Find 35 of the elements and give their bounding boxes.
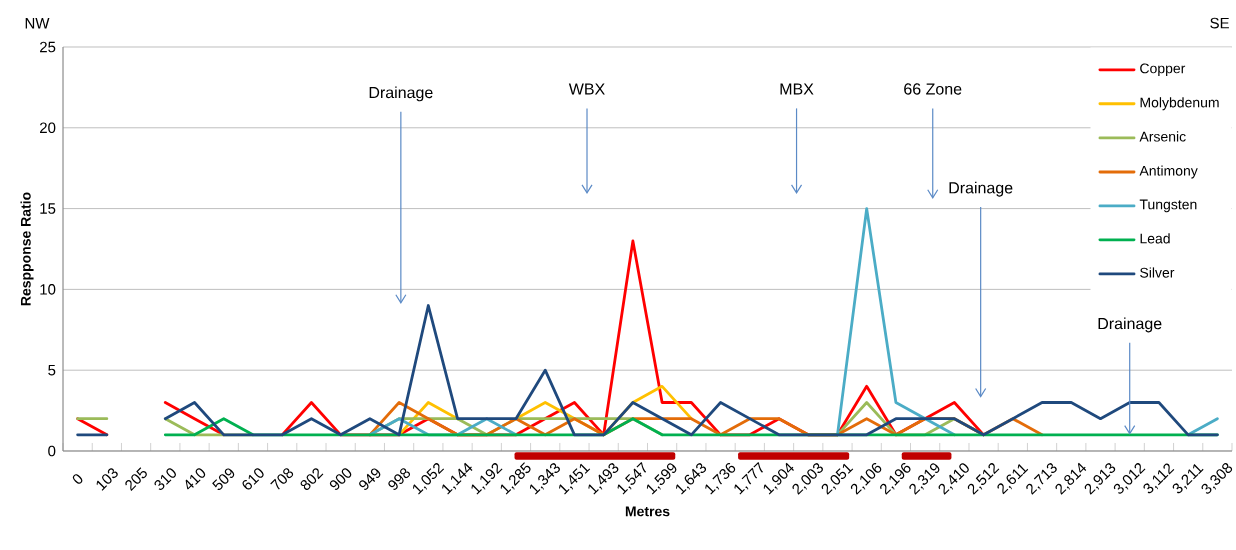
x-tick-label: 310 [154, 468, 176, 490]
legend-label: Antimony [1139, 165, 1198, 179]
x-tick-label: 802 [300, 468, 324, 490]
annotation: Drainage [1098, 317, 1162, 333]
y-axis-title: Respponse Ratio [20, 192, 34, 306]
x-tick-label: 949 [359, 468, 381, 490]
legend-label: Copper [1140, 63, 1186, 77]
annotation: MBX [780, 83, 814, 95]
x-tick-label: 509 [212, 468, 235, 490]
x-tick-label: 0 [72, 474, 83, 484]
x-tick-label: 610 [242, 468, 264, 490]
x-axis-title: Metres [625, 506, 670, 517]
y-tick-label: 10 [40, 284, 56, 295]
legend-label: Molybdenum [1140, 97, 1219, 111]
y-tick-label: 20 [40, 122, 56, 134]
x-tick-label: 410 [185, 468, 206, 490]
legend-label: Arsenic [1139, 131, 1186, 142]
x-tick-label: 708 [270, 468, 294, 490]
y-tick-label: 25 [40, 41, 56, 53]
y-tick-label: 5 [48, 364, 56, 376]
annotation: 66 Zone [904, 83, 962, 95]
x-tick-label: 900 [329, 468, 352, 490]
text: NW [25, 18, 50, 29]
text: SE [1210, 17, 1229, 29]
x-tick-label: 103 [96, 468, 118, 491]
x-tick-label: 205 [125, 467, 147, 491]
legend-label: Silver [1140, 267, 1175, 278]
y-tick-label: 15 [40, 203, 56, 214]
y-tick-label: 0 [48, 445, 56, 457]
x-tick-label: 998 [388, 468, 411, 490]
legend-label: Lead [1140, 233, 1170, 244]
annotation: WBX [568, 83, 605, 95]
annotation: Drainage [369, 86, 433, 102]
annotation: Drainage [949, 181, 1013, 197]
legend-label: Tungsten [1139, 199, 1197, 213]
